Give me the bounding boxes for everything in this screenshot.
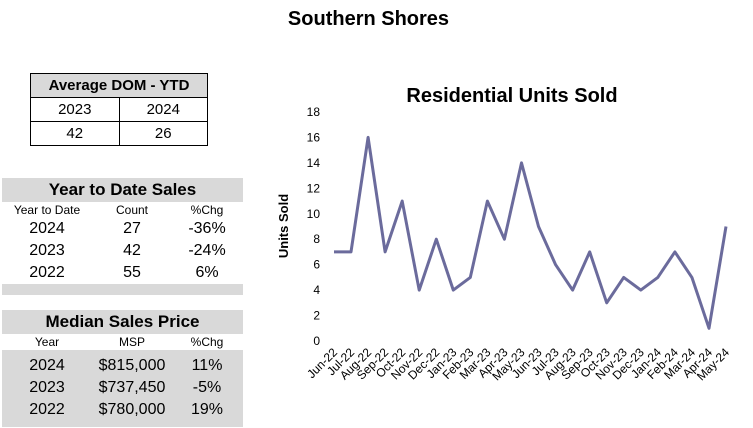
- pct-chg-cell: 19%: [190, 401, 224, 418]
- table-row: 2022 $780,000 19%: [2, 399, 243, 421]
- pct-chg-cell: -5%: [192, 379, 222, 396]
- ytd-sales-header: Year to Date Count %Chg: [2, 202, 243, 218]
- column-header: %Chg: [190, 335, 224, 349]
- column-header: Count: [115, 203, 149, 217]
- pct-chg-cell: -24%: [188, 242, 226, 259]
- pct-chg-cell: -36%: [188, 220, 226, 237]
- y-tick-label: 14: [307, 156, 321, 170]
- year-cell: 2024: [29, 357, 65, 374]
- y-tick-label: 2: [313, 309, 320, 323]
- series-line: [334, 135, 728, 330]
- median-sales-price-title: Median Sales Price: [45, 312, 200, 331]
- year-cell: 2023: [29, 379, 65, 396]
- pct-chg-cell: 6%: [195, 264, 219, 281]
- dom-table: Average DOM - YTD 2023 2024 42 26: [30, 73, 208, 146]
- year-cell: 2022: [29, 401, 65, 418]
- chart-title: Residential Units Sold: [406, 85, 617, 107]
- table-row: 2024 27 -36%: [2, 218, 243, 240]
- y-axis-label: Units Sold: [276, 194, 291, 258]
- column-header: Year: [34, 335, 60, 349]
- table-row: 2023 $737,450 -5%: [2, 377, 243, 399]
- table-row: 2022 55 6%: [2, 262, 243, 284]
- page-title: Southern Shores: [287, 8, 450, 30]
- table-row: 2024 $815,000 11%: [2, 355, 243, 377]
- msp-cell: $815,000: [98, 357, 166, 374]
- median-sales-price-panel: Median Sales Price Year MSP %Chg 2024 $8…: [2, 310, 243, 427]
- count-cell: 55: [123, 264, 141, 281]
- table-row: 2023 42 -24%: [2, 240, 243, 262]
- y-tick-label: 18: [307, 105, 321, 119]
- y-tick-label: 6: [313, 258, 320, 272]
- y-tick-label: 0: [313, 334, 320, 348]
- median-sales-price-header: Year MSP %Chg: [2, 334, 243, 350]
- y-tick-label: 12: [307, 181, 321, 195]
- dom-value-cell: 26: [118, 121, 208, 146]
- column-header: MSP: [118, 335, 145, 349]
- pct-chg-cell: 11%: [191, 357, 223, 374]
- count-cell: 42: [123, 242, 141, 259]
- y-tick-label: 10: [307, 207, 321, 221]
- y-tick-label: 4: [313, 283, 320, 297]
- year-cell: 2024: [29, 220, 65, 237]
- msp-cell: $737,450: [98, 379, 166, 396]
- y-tick-label: 16: [307, 130, 321, 144]
- year-cell: 2023: [29, 242, 65, 259]
- year-cell: 2022: [29, 264, 65, 281]
- column-header: Year to Date: [13, 203, 81, 217]
- column-header: %Chg: [190, 203, 224, 217]
- msp-cell: $780,000: [98, 401, 166, 418]
- count-cell: 27: [123, 220, 141, 237]
- dom-value-cell: 42: [30, 121, 120, 146]
- y-tick-label: 8: [313, 232, 320, 246]
- ytd-sales-title: Year to Date Sales: [48, 180, 197, 199]
- ytd-sales-panel: Year to Date Sales Year to Date Count %C…: [2, 178, 243, 295]
